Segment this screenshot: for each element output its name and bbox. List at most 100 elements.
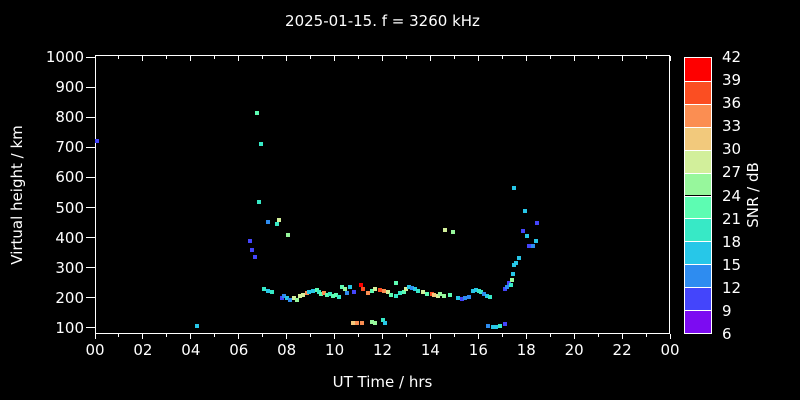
- data-point: [333, 293, 338, 298]
- y-axis-tick: [86, 267, 95, 269]
- data-point: [404, 287, 409, 292]
- data-point: [410, 286, 415, 291]
- colorbar-tick-label: 21: [722, 209, 742, 228]
- colorbar-segment-divider: [685, 149, 711, 151]
- x-axis-tick: [238, 334, 240, 339]
- data-point: [455, 296, 460, 301]
- data-point: [265, 220, 270, 225]
- x-axis-tick: [382, 334, 383, 339]
- data-point: [361, 287, 366, 292]
- x-axis-tick-label: 20: [564, 341, 584, 359]
- data-point: [394, 281, 399, 286]
- data-point: [369, 288, 374, 293]
- data-point: [525, 233, 530, 238]
- x-axis-tick: [286, 334, 288, 339]
- x-axis-tick: [382, 56, 383, 61]
- x-axis-minor-tick: [597, 334, 599, 337]
- data-point: [259, 142, 264, 147]
- x-axis-minor-tick: [262, 334, 264, 337]
- data-point: [466, 295, 471, 300]
- x-axis-tick: [429, 334, 431, 339]
- data-point: [249, 248, 254, 253]
- x-axis-minor-tick: [358, 334, 360, 337]
- x-axis-tick: [334, 334, 336, 339]
- x-axis-minor-tick: [453, 56, 455, 59]
- x-axis-tick: [238, 56, 240, 61]
- data-point: [488, 294, 493, 299]
- data-point: [282, 294, 287, 299]
- colorbar-segment-divider: [685, 103, 711, 105]
- x-axis-tick-label: 02: [133, 341, 153, 359]
- colorbar-segment: [685, 126, 711, 150]
- colorbar-segment: [685, 264, 711, 288]
- y-axis-tick-label: 800: [55, 108, 84, 127]
- data-point: [529, 244, 534, 249]
- y-axis-tick-label: 400: [55, 228, 84, 247]
- colorbar-segment-divider: [685, 172, 711, 174]
- data-point: [386, 290, 391, 295]
- colorbar-segment: [685, 80, 711, 104]
- data-point: [287, 297, 292, 302]
- data-point: [261, 287, 266, 292]
- x-axis-minor-tick: [453, 334, 455, 337]
- data-point: [421, 290, 426, 295]
- data-point: [279, 295, 284, 300]
- x-axis-tick: [190, 56, 192, 61]
- data-point: [438, 291, 443, 296]
- colorbar-segment: [685, 195, 711, 219]
- colorbar-segment-divider: [685, 241, 711, 243]
- colorbar-tick-label: 9: [722, 301, 732, 320]
- y-axis-tick-label: 300: [55, 258, 84, 277]
- data-point: [372, 287, 377, 292]
- colorbar-tick-label: 6: [722, 325, 732, 343]
- y-axis-tick-label: 500: [55, 198, 84, 217]
- data-point: [476, 289, 481, 294]
- data-point: [435, 294, 440, 299]
- data-point: [520, 229, 525, 234]
- data-point: [505, 285, 510, 290]
- data-point: [442, 294, 447, 299]
- y-axis-tick: [86, 86, 95, 88]
- x-axis-tick-label: 16: [468, 341, 488, 359]
- data-point: [343, 287, 348, 292]
- colorbar: [684, 57, 712, 334]
- data-point: [459, 297, 464, 302]
- colorbar-axis-label: SNR / dB: [744, 162, 762, 228]
- colorbar-segment-divider: [685, 218, 711, 220]
- colorbar-tick-label: 36: [722, 94, 742, 113]
- y-axis-tick-label: 600: [55, 168, 84, 187]
- data-point: [463, 296, 468, 301]
- data-point: [314, 288, 319, 293]
- colorbar-segment-divider: [685, 310, 711, 312]
- x-axis-minor-tick: [262, 56, 264, 59]
- y-axis-tick: [86, 237, 95, 239]
- x-axis-minor-tick: [501, 334, 503, 337]
- colorbar-segment: [685, 172, 711, 196]
- data-point: [485, 294, 490, 299]
- colorbar-tick-label: 39: [722, 71, 742, 90]
- colorbar-segment: [685, 149, 711, 173]
- x-axis-tick: [621, 334, 623, 339]
- data-point: [322, 291, 327, 296]
- x-axis-tick: [94, 334, 96, 339]
- x-axis-minor-tick: [310, 334, 312, 337]
- data-point: [502, 286, 507, 291]
- colorbar-segment: [685, 103, 711, 127]
- x-axis-tick: [477, 334, 479, 339]
- data-point: [355, 320, 360, 325]
- x-axis-minor-tick: [549, 334, 551, 337]
- data-point: [373, 320, 378, 325]
- data-point: [194, 324, 199, 329]
- x-axis-tick: [334, 56, 336, 61]
- colorbar-segment-divider: [685, 126, 711, 128]
- x-axis-tick: [669, 334, 671, 339]
- data-point: [432, 293, 437, 298]
- data-point: [470, 289, 475, 294]
- x-axis-tick: [573, 56, 575, 61]
- data-point: [311, 289, 316, 294]
- data-point: [317, 290, 321, 295]
- data-point: [291, 296, 296, 301]
- data-point: [358, 282, 363, 287]
- y-axis-tick-label: 100: [55, 318, 84, 337]
- y-axis-tick: [86, 207, 95, 209]
